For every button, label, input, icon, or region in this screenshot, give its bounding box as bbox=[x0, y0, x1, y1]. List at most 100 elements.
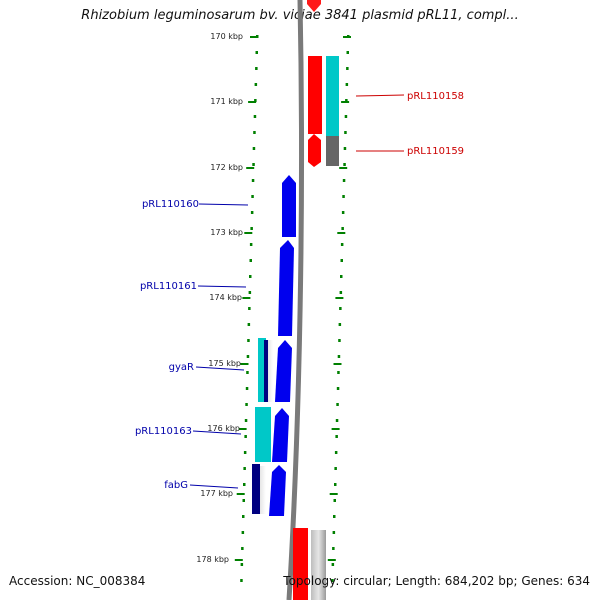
ring-dot bbox=[247, 339, 250, 342]
feature-match-bar-dark[interactable] bbox=[326, 136, 339, 166]
ring-dot bbox=[243, 483, 246, 486]
gene-label-prl110161[interactable]: pRL110161 bbox=[140, 281, 197, 292]
scale-tick bbox=[244, 232, 253, 234]
ring-dot bbox=[335, 419, 339, 422]
ring-dot bbox=[243, 451, 247, 454]
ring-dot bbox=[249, 259, 252, 262]
ring-dot bbox=[341, 211, 345, 214]
ring-dot bbox=[342, 195, 345, 198]
ring-dot bbox=[254, 99, 257, 102]
prl110163-feature-block[interactable] bbox=[255, 407, 271, 462]
ring-dot bbox=[333, 499, 336, 502]
ring-dot bbox=[249, 243, 253, 246]
gyar-feature-block[interactable] bbox=[258, 338, 273, 402]
ring-dot bbox=[249, 275, 252, 278]
scale-label: 171 kbp bbox=[210, 97, 243, 106]
ring-dot bbox=[255, 67, 258, 70]
forward-cds-arrow[interactable] bbox=[308, 56, 322, 134]
feature-match-bar[interactable] bbox=[311, 530, 326, 600]
scale-labels: 170 kbp 171 kbp 172 kbp 173 kbp 174 kbp … bbox=[196, 32, 243, 564]
ring-dot bbox=[244, 435, 247, 438]
fabg-feature-block[interactable] bbox=[252, 464, 266, 514]
ring-dot bbox=[334, 451, 338, 454]
scale-tick bbox=[240, 363, 249, 365]
scale-tick bbox=[341, 101, 350, 103]
scale-tick bbox=[234, 559, 243, 561]
scale-label: 174 kbp bbox=[209, 293, 242, 302]
scale-ticks bbox=[234, 36, 351, 561]
outer-track-ring bbox=[331, 35, 350, 582]
ring-dot bbox=[338, 339, 341, 342]
gene-label-prl110160[interactable]: pRL110160 bbox=[142, 199, 199, 210]
gene-label-fabg[interactable]: fabG bbox=[164, 480, 188, 491]
scale-tick bbox=[333, 363, 342, 365]
ring-dot bbox=[344, 131, 347, 134]
ring-dot bbox=[337, 355, 341, 358]
ring-dot bbox=[331, 563, 335, 566]
ring-dot bbox=[250, 227, 253, 230]
scale-tick bbox=[248, 101, 257, 103]
ring-dot bbox=[241, 547, 244, 550]
label-leader-line bbox=[189, 484, 239, 489]
reverse-cds-arrow[interactable] bbox=[278, 240, 294, 336]
scale-tick bbox=[337, 232, 346, 234]
ring-dot bbox=[340, 275, 343, 278]
ring-dot bbox=[337, 371, 340, 374]
ring-dot bbox=[244, 419, 248, 422]
gene-label-prl110163[interactable]: pRL110163 bbox=[135, 426, 192, 437]
ring-dot bbox=[333, 515, 336, 518]
ring-dot bbox=[253, 115, 257, 118]
feature-match-bar[interactable] bbox=[326, 56, 339, 136]
label-leader-line bbox=[195, 366, 245, 371]
reverse-cds-arrow[interactable] bbox=[272, 408, 289, 462]
ring-dot bbox=[248, 307, 251, 310]
ring-dot bbox=[332, 547, 335, 550]
ring-dot bbox=[255, 51, 258, 54]
ring-dot bbox=[334, 467, 337, 470]
scale-label: 177 kbp bbox=[200, 489, 233, 498]
ring-dot bbox=[331, 579, 334, 582]
label-leader-line bbox=[355, 94, 405, 97]
ring-dot bbox=[345, 99, 348, 102]
gene-label-gyar[interactable]: gyaR bbox=[169, 362, 194, 373]
gene-label-prl110159[interactable]: pRL110159 bbox=[407, 146, 464, 157]
scale-tick bbox=[236, 493, 245, 495]
scale-label: 176 kbp bbox=[207, 424, 240, 433]
ring-dot bbox=[252, 163, 255, 166]
reverse-cds-arrow[interactable] bbox=[275, 340, 292, 402]
scale-tick bbox=[246, 167, 255, 169]
gene-label-prl110158[interactable]: pRL110158 bbox=[407, 91, 464, 102]
ring-dot bbox=[254, 83, 258, 86]
ring-dot bbox=[343, 163, 346, 166]
label-leader-line bbox=[198, 203, 249, 206]
forward-cds-arrow[interactable] bbox=[307, 0, 321, 12]
ring-dot bbox=[338, 323, 342, 326]
ring-dot bbox=[245, 387, 249, 390]
ring-dot bbox=[341, 227, 344, 230]
ring-dot bbox=[251, 195, 254, 198]
ring-dot bbox=[335, 435, 338, 438]
ring-dot bbox=[334, 483, 337, 486]
ring-dot bbox=[336, 387, 340, 390]
ring-dot bbox=[346, 67, 349, 70]
ring-dot bbox=[247, 323, 251, 326]
reverse-cds-arrow[interactable] bbox=[269, 465, 286, 516]
scale-label: 175 kbp bbox=[208, 359, 241, 368]
forward-cds-arrow[interactable] bbox=[293, 528, 308, 600]
scale-tick bbox=[331, 428, 340, 430]
ring-dot bbox=[344, 115, 348, 118]
plasmid-backbone bbox=[286, 0, 305, 600]
ring-dot bbox=[246, 355, 250, 358]
forward-strand-features bbox=[293, 0, 339, 600]
reverse-cds-arrow[interactable] bbox=[282, 175, 296, 237]
ring-dot bbox=[240, 579, 243, 582]
ring-dot bbox=[340, 243, 344, 246]
scale-label: 170 kbp bbox=[210, 32, 243, 41]
ring-dot bbox=[343, 147, 347, 150]
label-leader-line bbox=[192, 430, 242, 435]
ring-dot bbox=[240, 563, 244, 566]
reverse-strand-features bbox=[252, 175, 296, 516]
ring-dot bbox=[253, 131, 256, 134]
accession-label: Accession: NC_008384 bbox=[9, 574, 146, 588]
forward-cds-arrow[interactable] bbox=[308, 134, 321, 167]
